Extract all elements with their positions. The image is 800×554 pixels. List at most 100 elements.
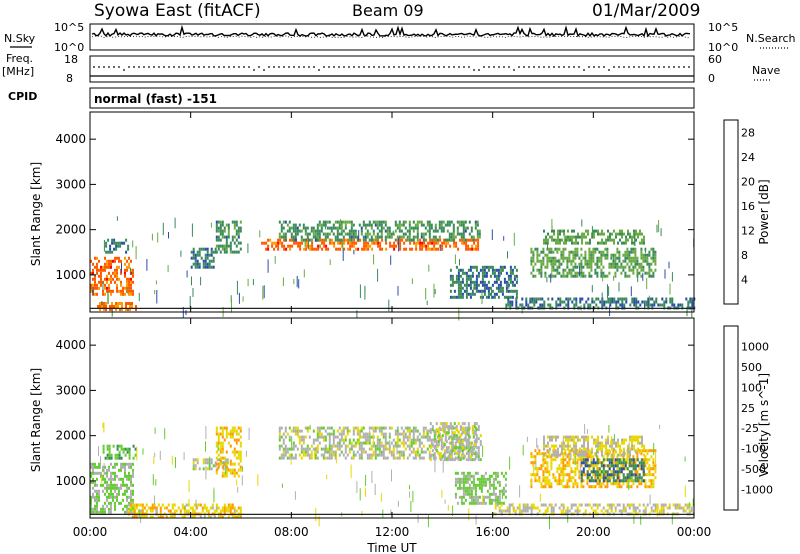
power-cell [282, 226, 285, 230]
velocity-ytick-label: 3000 [55, 383, 86, 397]
power-cell [507, 289, 510, 293]
power-speck [392, 230, 394, 236]
velocity-cell [466, 474, 469, 478]
velocity-cell [561, 447, 563, 451]
velocity-colorbar-tick: -500 [741, 463, 766, 476]
velocity-cell [336, 444, 339, 448]
power-cell [135, 305, 137, 308]
power-cell [294, 238, 297, 242]
power-cell [328, 238, 331, 242]
power-cell [540, 262, 543, 266]
velocity-cell [456, 477, 459, 481]
velocity-cell [592, 503, 595, 507]
velocity-cell [124, 465, 126, 469]
power-cell [633, 303, 636, 307]
power-cell [540, 265, 543, 269]
power-cell [543, 241, 545, 245]
velocity-cell [225, 474, 228, 478]
velocity-cell [360, 444, 363, 448]
velocity-cell [332, 435, 335, 439]
velocity-cell [441, 425, 444, 429]
power-cell [328, 232, 331, 236]
power-cell [631, 235, 633, 239]
power-cell [275, 241, 278, 245]
power-cell [576, 274, 579, 278]
velocity-cell [610, 509, 613, 513]
velocity-cell [422, 450, 425, 454]
power-cell [343, 247, 346, 251]
power-cell [366, 232, 369, 236]
velocity-cell [579, 453, 581, 457]
velocity-cell [592, 473, 595, 477]
velocity-cell [352, 432, 355, 436]
power-cell [654, 250, 657, 254]
velocity-cell [233, 468, 236, 472]
power-speck [463, 221, 465, 236]
power-cell [565, 303, 568, 307]
velocity-cell [584, 464, 587, 468]
power-cell [439, 238, 442, 242]
velocity-cell [429, 455, 432, 459]
power-cell [554, 262, 557, 266]
power-cell [457, 280, 460, 284]
power-cell [618, 256, 621, 260]
velocity-speck [640, 515, 642, 525]
velocity-cell [652, 464, 655, 468]
power-cell [386, 235, 389, 239]
power-speck [192, 287, 194, 297]
velocity-cell [382, 450, 385, 454]
velocity-cell [568, 452, 571, 456]
power-cell [118, 265, 120, 269]
velocity-cell [219, 426, 222, 430]
velocity-cell [110, 456, 113, 460]
velocity-speck [361, 511, 363, 516]
velocity-cell [106, 495, 108, 499]
power-cell [456, 226, 459, 230]
velocity-cell [643, 447, 645, 451]
power-speck [613, 255, 615, 263]
power-cell [644, 256, 647, 260]
power-cell [399, 238, 402, 242]
power-cell [111, 250, 114, 254]
velocity-cell [599, 441, 601, 445]
power-speck [591, 285, 593, 293]
velocity-cell [566, 479, 569, 483]
velocity-cell [543, 438, 545, 442]
velocity-cell [627, 447, 629, 451]
velocity-cell [157, 503, 160, 507]
power-cell [628, 268, 631, 272]
freq-dot [518, 66, 520, 68]
velocity-speck [154, 452, 156, 457]
velocity-cell [120, 483, 122, 487]
power-cell [438, 220, 441, 224]
power-cell [633, 235, 635, 239]
velocity-cell [420, 441, 423, 445]
velocity-cell [348, 450, 351, 454]
velocity-cell [571, 447, 573, 451]
power-cell [438, 235, 441, 239]
velocity-cell [588, 452, 591, 456]
velocity-cell [217, 515, 220, 519]
velocity-cell [566, 455, 569, 459]
velocity-cell [567, 447, 569, 451]
velocity-cell [332, 450, 335, 454]
power-cell [425, 244, 428, 248]
velocity-cell [300, 435, 303, 439]
power-cell [566, 265, 569, 269]
freq-dot [168, 66, 170, 68]
velocity-cell [546, 476, 549, 480]
velocity-cell [610, 473, 613, 477]
power-cell [392, 232, 395, 236]
velocity-cell [196, 458, 199, 462]
power-cell [190, 250, 193, 254]
velocity-cell [466, 489, 469, 493]
velocity-cell [322, 447, 325, 451]
velocity-cell [159, 515, 162, 519]
velocity-cell [431, 443, 434, 447]
velocity-cell [340, 444, 343, 448]
velocity-cell [412, 456, 415, 460]
power-cell [394, 223, 397, 227]
velocity-cell [310, 444, 313, 448]
velocity-cell [306, 447, 309, 451]
velocity-cell [447, 458, 450, 462]
